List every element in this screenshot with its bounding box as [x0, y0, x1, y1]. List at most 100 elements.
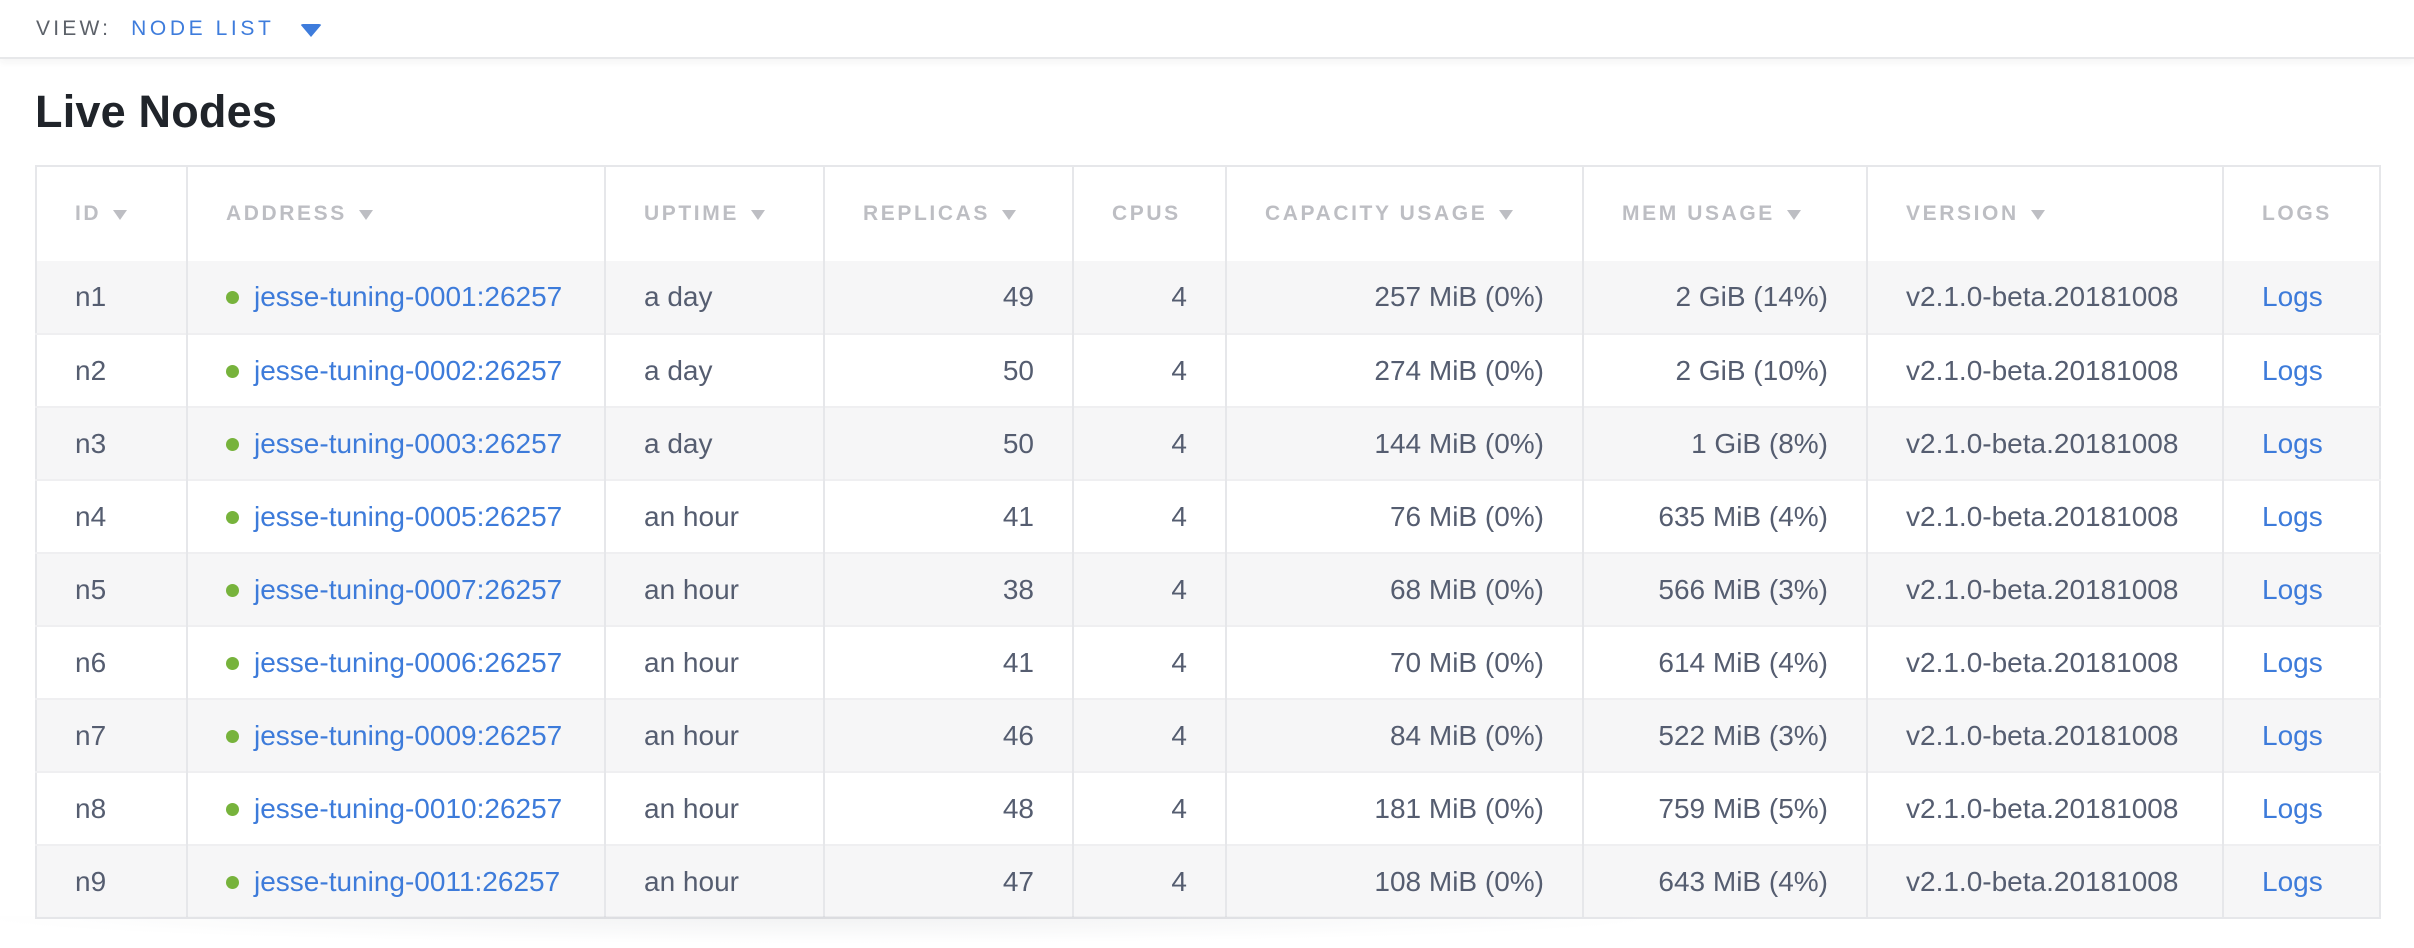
node-address-link[interactable]: jesse-tuning-0002:26257: [254, 354, 563, 386]
column-header-capacity-usage[interactable]: CAPACITY USAGE: [1226, 166, 1584, 261]
column-header-version[interactable]: VERSION: [1867, 166, 2224, 261]
table-row: n3 jesse-tuning-0003:26257 a day 50 4 14…: [36, 406, 2380, 480]
sort-caret-icon: [1786, 210, 1801, 220]
column-header-cpus: CPUS: [1073, 166, 1227, 261]
node-version-cell: v2.1.0-beta.20181008: [1867, 333, 2224, 407]
node-address-link[interactable]: jesse-tuning-0003:26257: [254, 427, 563, 459]
node-capacity-cell: 108 MiB (0%): [1226, 844, 1584, 918]
node-version-cell: v2.1.0-beta.20181008: [1867, 406, 2224, 480]
node-address-link[interactable]: jesse-tuning-0009:26257: [254, 719, 563, 751]
node-replicas-cell: 50: [824, 406, 1074, 480]
node-capacity-cell: 144 MiB (0%): [1226, 406, 1584, 480]
node-address-cell: jesse-tuning-0006:26257: [187, 625, 606, 699]
node-address-cell: jesse-tuning-0001:26257: [187, 261, 606, 334]
view-label: VIEW:: [36, 16, 112, 40]
node-logs-link[interactable]: Logs: [2262, 500, 2323, 532]
node-mem-cell: 643 MiB (4%): [1583, 844, 1868, 918]
node-logs-link[interactable]: Logs: [2262, 646, 2323, 678]
table-row: n1 jesse-tuning-0001:26257 a day 49 4 25…: [36, 261, 2380, 334]
node-logs-link[interactable]: Logs: [2262, 427, 2323, 459]
node-logs-cell: Logs: [2223, 698, 2380, 772]
live-nodes-table-container: ID ADDRESS UPTIME REPLICAS CPUS CAPACITY…: [35, 165, 2381, 919]
node-id-cell: n6: [36, 625, 188, 699]
live-node-dot-icon: [226, 583, 239, 597]
node-capacity-cell: 76 MiB (0%): [1226, 479, 1584, 553]
table-row: n7 jesse-tuning-0009:26257 an hour 46 4 …: [36, 698, 2380, 772]
node-address-link[interactable]: jesse-tuning-0007:26257: [254, 573, 563, 605]
node-cpus-cell: 4: [1073, 552, 1227, 626]
node-address-link[interactable]: jesse-tuning-0006:26257: [254, 646, 563, 678]
node-address-link[interactable]: jesse-tuning-0001:26257: [254, 281, 563, 312]
node-address-link[interactable]: jesse-tuning-0011:26257: [254, 865, 561, 897]
table-row: n2 jesse-tuning-0002:26257 a day 50 4 27…: [36, 333, 2380, 407]
node-logs-cell: Logs: [2223, 552, 2380, 626]
node-mem-cell: 614 MiB (4%): [1583, 625, 1868, 699]
node-logs-link[interactable]: Logs: [2262, 792, 2323, 824]
node-cpus-cell: 4: [1073, 406, 1227, 480]
node-mem-cell: 759 MiB (5%): [1583, 771, 1868, 845]
node-logs-cell: Logs: [2223, 625, 2380, 699]
node-replicas-cell: 48: [824, 771, 1074, 845]
node-address-cell: jesse-tuning-0007:26257: [187, 552, 606, 626]
node-cpus-cell: 4: [1073, 625, 1227, 699]
column-header-label: CAPACITY USAGE: [1265, 202, 1488, 225]
column-header-uptime[interactable]: UPTIME: [605, 166, 825, 261]
table-row: n8 jesse-tuning-0010:26257 an hour 48 4 …: [36, 771, 2380, 845]
column-header-replicas[interactable]: REPLICAS: [824, 166, 1074, 261]
node-replicas-cell: 46: [824, 698, 1074, 772]
node-address-cell: jesse-tuning-0009:26257: [187, 698, 606, 772]
node-logs-link[interactable]: Logs: [2262, 354, 2323, 386]
column-header-label: ID: [75, 202, 102, 225]
caret-down-icon: [300, 23, 323, 37]
sort-caret-icon: [2030, 210, 2045, 220]
node-mem-cell: 1 GiB (8%): [1583, 406, 1868, 480]
column-header-address[interactable]: ADDRESS: [187, 166, 606, 261]
node-logs-link[interactable]: Logs: [2262, 719, 2323, 751]
node-id-cell: n8: [36, 771, 188, 845]
node-logs-link[interactable]: Logs: [2262, 865, 2323, 897]
table-bottom-shadow: [0, 916, 1965, 948]
page-title: Live Nodes: [35, 86, 278, 137]
column-header-label: UPTIME: [644, 202, 739, 225]
node-id-cell: n5: [36, 552, 188, 626]
column-header-id[interactable]: ID: [36, 166, 188, 261]
node-replicas-cell: 47: [824, 844, 1074, 918]
node-version-cell: v2.1.0-beta.20181008: [1867, 698, 2224, 772]
node-cpus-cell: 4: [1073, 479, 1227, 553]
sort-caret-icon: [1001, 210, 1016, 220]
node-replicas-cell: 50: [824, 333, 1074, 407]
node-logs-cell: Logs: [2223, 771, 2380, 845]
column-header-label: REPLICAS: [863, 202, 990, 225]
view-select-dropdown[interactable]: NODE LIST: [131, 16, 323, 41]
sort-caret-icon: [750, 210, 765, 220]
live-node-dot-icon: [226, 291, 239, 304]
node-logs-link[interactable]: Logs: [2262, 573, 2323, 605]
column-header-mem-usage[interactable]: MEM USAGE: [1583, 166, 1868, 261]
node-capacity-cell: 84 MiB (0%): [1226, 698, 1584, 772]
node-id-cell: n7: [36, 698, 188, 772]
view-selected-value: NODE LIST: [131, 16, 275, 40]
node-uptime-cell: an hour: [605, 698, 825, 772]
node-logs-cell: Logs: [2223, 333, 2380, 407]
node-replicas-cell: 41: [824, 479, 1074, 553]
node-version-cell: v2.1.0-beta.20181008: [1867, 771, 2224, 845]
node-address-cell: jesse-tuning-0011:26257: [187, 844, 606, 918]
table-row: n9 jesse-tuning-0011:26257 an hour 47 4 …: [36, 844, 2380, 918]
node-mem-cell: 566 MiB (3%): [1583, 552, 1868, 626]
live-node-dot-icon: [226, 875, 239, 889]
node-address-cell: jesse-tuning-0010:26257: [187, 771, 606, 845]
column-header-label: ADDRESS: [226, 202, 347, 225]
live-nodes-table: ID ADDRESS UPTIME REPLICAS CPUS CAPACITY…: [35, 165, 2381, 919]
node-capacity-cell: 274 MiB (0%): [1226, 333, 1584, 407]
table-header-row: ID ADDRESS UPTIME REPLICAS CPUS CAPACITY…: [36, 166, 2380, 261]
node-logs-link[interactable]: Logs: [2262, 281, 2323, 312]
table-body: n1 jesse-tuning-0001:26257 a day 49 4 25…: [36, 261, 2380, 918]
node-logs-cell: Logs: [2223, 479, 2380, 553]
node-uptime-cell: a day: [605, 261, 825, 334]
column-header-label: CPUS: [1112, 202, 1181, 225]
column-header-label: LOGS: [2262, 202, 2332, 225]
node-address-link[interactable]: jesse-tuning-0010:26257: [254, 792, 563, 824]
node-cpus-cell: 4: [1073, 333, 1227, 407]
node-version-cell: v2.1.0-beta.20181008: [1867, 479, 2224, 553]
node-address-link[interactable]: jesse-tuning-0005:26257: [254, 500, 563, 532]
